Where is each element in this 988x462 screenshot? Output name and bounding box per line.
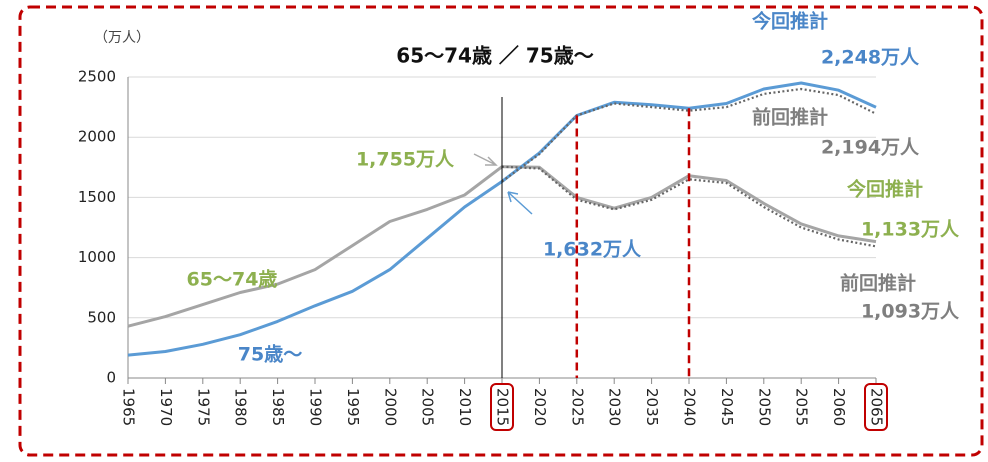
- x-tick-label: 2045: [718, 388, 736, 426]
- y-tick-label: 500: [87, 308, 116, 326]
- x-tick-label: 1965: [120, 388, 138, 426]
- x-tick-label: 2000: [381, 388, 399, 426]
- y-tick-label: 2000: [78, 128, 116, 146]
- annotation: 1,133万人: [861, 219, 960, 241]
- annotation: 1,755万人: [356, 149, 455, 171]
- x-tick-label: 2060: [830, 388, 848, 426]
- annotation: 今回推計: [751, 10, 828, 33]
- x-tick-label: 1980: [232, 388, 250, 426]
- x-tick-label: 2020: [531, 388, 549, 426]
- x-tick-label: 2040: [681, 388, 699, 426]
- frame: [18, 5, 984, 457]
- series-label: 75歳～: [238, 344, 302, 366]
- unit-label: （万人）: [94, 30, 150, 46]
- x-tick-label: 2055: [793, 388, 811, 426]
- x-tick-label: 1970: [157, 388, 175, 426]
- tick-highlight: [864, 383, 888, 431]
- x-tick-label: 1985: [269, 388, 287, 426]
- annotation: 1,093万人: [861, 301, 960, 323]
- y-tick-label: 2500: [78, 68, 116, 86]
- series-label: 前回推計: [840, 272, 916, 295]
- annotation: 今回推計: [846, 178, 923, 201]
- x-tick-label: 1990: [307, 388, 325, 426]
- annotation: 2,248万人: [821, 47, 920, 69]
- annotation: 2,194万人: [821, 137, 920, 159]
- tick-highlight: [490, 383, 514, 431]
- x-tick-label: 2010: [456, 388, 474, 426]
- x-tick-label: 2035: [643, 388, 661, 426]
- x-tick-label: 2015: [494, 388, 512, 426]
- x-tick-label: 2005: [419, 388, 437, 426]
- x-tick-label: 1995: [344, 388, 362, 426]
- x-tick-label: 2030: [606, 388, 624, 426]
- x-tick-label: 2065: [868, 388, 886, 426]
- x-tick-label: 1975: [194, 388, 212, 426]
- x-tick-label: 2050: [755, 388, 773, 426]
- series-line: [501, 87, 877, 183]
- y-tick-label: 1000: [78, 248, 116, 266]
- series-label: 前回推計: [752, 106, 828, 129]
- arrow: [507, 191, 533, 215]
- x-tick-label: 2025: [568, 388, 586, 426]
- annotation: 1,632万人: [543, 239, 642, 261]
- series-label: 65～74歳: [187, 269, 278, 291]
- y-tick-label: 1500: [78, 188, 116, 206]
- y-tick-label: 0: [106, 369, 116, 387]
- arrow: [473, 153, 498, 166]
- chart-title: 65～74歳 ／ 75歳～: [396, 44, 593, 68]
- series-line: [501, 165, 877, 248]
